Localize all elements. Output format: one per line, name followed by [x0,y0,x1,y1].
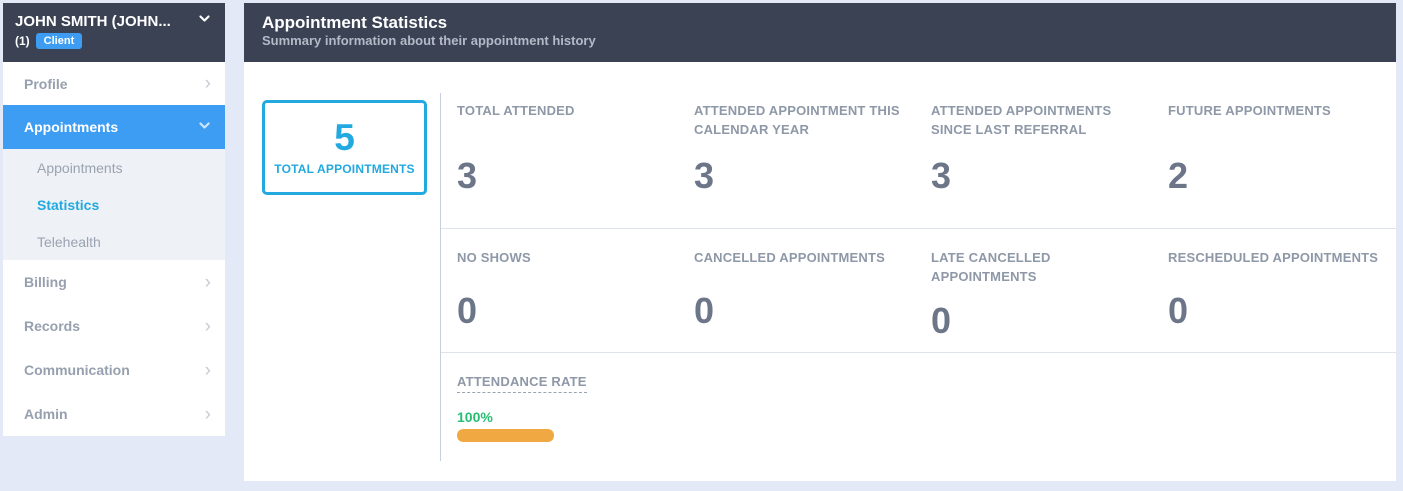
sidebar-subitem-label: Telehealth [37,233,101,250]
stat-attended-calendar-year: ATTENDED APPOINTMENT THIS CALENDAR YEAR … [694,102,931,228]
stat-value: 0 [694,290,715,331]
sidebar-subitem-appointments[interactable]: Appointments [3,149,225,186]
sidebar-item-label: Appointments [24,119,119,135]
sidebar-item-label: Admin [24,406,68,422]
stat-label: RESCHEDULED APPOINTMENTS [1168,250,1379,265]
total-appointments-card: 5 TOTAL APPOINTMENTS [262,100,427,195]
chevron-right-icon: › [204,403,211,425]
stat-label: CANCELLED APPOINTMENTS [694,250,885,265]
sidebar-subitem-label: Statistics [37,196,100,213]
appointment-statistics-panel: Appointment Statistics Summary informati… [244,3,1396,481]
statistics-content: 5 TOTAL APPOINTMENTS TOTAL ATTENDED 3 AT… [244,62,1396,481]
chevron-right-icon: › [204,359,211,381]
stat-value: 3 [457,155,478,196]
sidebar-item-admin[interactable]: Admin › [3,392,225,436]
sidebar-item-appointments[interactable]: Appointments [3,105,225,149]
attendance-rate-bar [457,429,554,442]
sidebar-item-communication[interactable]: Communication › [3,348,225,392]
appointments-submenu: Appointments Statistics Telehealth [3,149,225,260]
stat-value: 0 [1168,290,1189,331]
chevron-right-icon: › [204,315,211,337]
stat-label: LATE CANCELLED APPOINTMENTS [931,250,1051,284]
stat-total-attended: TOTAL ATTENDED 3 [457,102,694,228]
sidebar-item-label: Records [24,318,81,334]
stats-row-attended: TOTAL ATTENDED 3 ATTENDED APPOINTMENT TH… [441,93,1396,228]
sidebar-item-label: Profile [24,75,68,92]
page-title: Appointment Statistics [262,13,448,32]
sidebar-subitem-label: Appointments [37,159,123,176]
sidebar-subitem-statistics[interactable]: Statistics [3,186,225,223]
stat-value: 0 [931,299,952,341]
sidebar-item-billing[interactable]: Billing › [3,260,225,304]
stat-label: FUTURE APPOINTMENTS [1168,103,1331,118]
sidebar-nav: Profile › Appointments Appointments Stat… [3,62,225,436]
client-sidebar: JOHN SMITH (JOHN... (1) Client Profile ›… [3,3,225,436]
client-name: JOHN SMITH (JOHN... [15,12,171,30]
chevron-down-icon [198,12,211,30]
stat-future-appointments: FUTURE APPOINTMENTS 2 [1168,102,1403,228]
sidebar-item-label: Billing [24,274,67,290]
attendance-rate-bar-fill [457,429,554,442]
chevron-down-icon [198,119,211,135]
stat-value: 2 [1168,155,1189,196]
stat-cancelled: CANCELLED APPOINTMENTS 0 [694,249,931,352]
total-appointments-value: 5 [334,117,355,159]
attendance-rate-section: ATTENDANCE RATE 100% [441,352,1396,460]
stat-value: 3 [694,155,715,196]
stat-late-cancelled: LATE CANCELLED APPOINTMENTS 0 [931,249,1168,352]
stat-no-shows: NO SHOWS 0 [457,249,694,352]
sidebar-item-label: Communication [24,362,130,378]
chevron-right-icon: › [204,73,211,94]
stats-grid: TOTAL ATTENDED 3 ATTENDED APPOINTMENT TH… [441,93,1396,460]
attendance-rate-label[interactable]: ATTENDANCE RATE [457,374,587,393]
sidebar-item-records[interactable]: Records › [3,304,225,348]
stat-value: 3 [931,155,952,196]
vertical-divider [440,93,441,461]
stat-label: NO SHOWS [457,250,531,265]
panel-header: Appointment Statistics Summary informati… [244,3,1396,62]
page-subtitle: Summary information about their appointm… [262,33,596,49]
client-selector[interactable]: JOHN SMITH (JOHN... (1) Client [3,3,225,62]
stat-value: 0 [457,290,478,331]
stat-label: TOTAL ATTENDED [457,103,575,118]
stats-row-missed: NO SHOWS 0 CANCELLED APPOINTMENTS 0 LATE… [441,228,1396,352]
stat-attended-since-referral: ATTENDED APPOINTMENTS SINCE LAST REFERRA… [931,102,1168,228]
chevron-right-icon: › [204,271,211,293]
stat-label: ATTENDED APPOINTMENTS SINCE LAST REFERRA… [931,103,1112,137]
client-type-badge: Client [35,33,83,49]
client-number: (1) [15,34,30,48]
stat-rescheduled: RESCHEDULED APPOINTMENTS 0 [1168,249,1403,352]
sidebar-item-profile[interactable]: Profile › [3,62,225,105]
total-appointments-label: TOTAL APPOINTMENTS [274,161,415,176]
attendance-rate-percent: 100% [457,409,493,425]
stat-label: ATTENDED APPOINTMENT THIS CALENDAR YEAR [694,103,900,137]
sidebar-subitem-telehealth[interactable]: Telehealth [3,223,225,260]
